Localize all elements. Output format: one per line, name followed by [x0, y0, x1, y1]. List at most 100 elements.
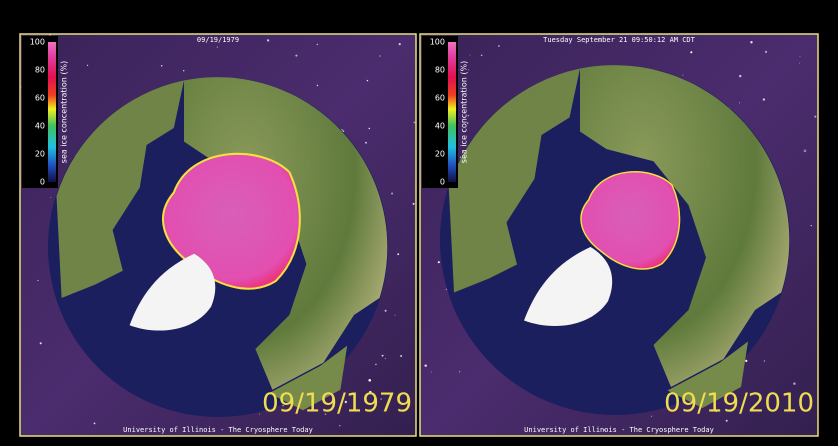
star	[266, 39, 270, 42]
land-europe	[269, 345, 348, 411]
footer-credit: University of Illinois - The Cryosphere …	[123, 426, 313, 434]
star	[384, 309, 387, 312]
star	[803, 149, 807, 153]
colorbar-label: sea ice concentration (%)	[460, 61, 469, 163]
star	[50, 196, 52, 199]
star	[366, 79, 369, 82]
star	[316, 43, 319, 46]
star	[413, 121, 416, 124]
star	[37, 279, 39, 282]
star	[380, 398, 382, 400]
star	[468, 69, 470, 71]
date-label: 09/19/2010	[664, 389, 814, 419]
star	[650, 415, 653, 417]
colorbar-tick-label: 0	[440, 178, 445, 187]
greenland	[524, 247, 613, 327]
panel-header: Tuesday September 21 09:50:12 AM CDT	[543, 36, 696, 44]
land-europe	[667, 341, 748, 408]
star	[412, 202, 415, 205]
star	[469, 54, 471, 56]
star	[368, 127, 371, 130]
date-label: 09/19/1979	[262, 389, 412, 419]
star	[259, 413, 261, 415]
colorbar-label: sea ice concentration (%)	[60, 61, 69, 163]
star	[750, 41, 753, 44]
star	[368, 378, 372, 382]
star	[793, 382, 796, 385]
star	[480, 54, 483, 57]
star	[437, 261, 440, 264]
colorbar-tick-label: 20	[435, 150, 445, 159]
sea-ice	[580, 171, 681, 270]
colorbar-tick-label: 100	[30, 38, 45, 47]
star	[739, 74, 742, 78]
star	[397, 253, 400, 256]
star	[725, 419, 728, 422]
star	[764, 50, 768, 53]
star	[458, 371, 461, 373]
star	[445, 288, 448, 291]
colorbar-tick-label: 80	[35, 66, 45, 75]
footer-credit: University of Illinois - The Cryosphere …	[524, 426, 714, 434]
sea-ice	[162, 152, 301, 290]
land-eurasia	[580, 65, 790, 387]
land-north-america	[56, 80, 184, 298]
star	[814, 115, 817, 118]
star	[295, 54, 298, 57]
star	[799, 62, 801, 64]
star	[690, 51, 693, 54]
star	[424, 364, 427, 367]
star	[379, 55, 381, 57]
star	[86, 64, 89, 67]
colorbar-tick-label: 0	[40, 178, 45, 187]
star	[316, 84, 319, 87]
star	[762, 98, 766, 101]
colorbar-tick-label: 60	[35, 94, 45, 103]
star	[763, 360, 766, 362]
land-north-america	[448, 68, 580, 293]
star	[391, 192, 394, 195]
star	[183, 70, 185, 72]
star	[739, 102, 740, 104]
colorbar-tick-label: 100	[430, 38, 445, 47]
star	[344, 400, 348, 404]
star	[466, 122, 469, 124]
star	[603, 429, 606, 431]
star	[810, 224, 812, 227]
colorbar-tick-label: 20	[35, 150, 45, 159]
star	[430, 371, 432, 373]
panel-border	[19, 33, 417, 437]
star	[282, 404, 284, 407]
panel-image: 0 20 40 60 80 100 sea ice concentration (%)	[20, 34, 416, 436]
star	[339, 425, 341, 427]
globe	[47, 76, 388, 417]
colorbar: 0 20 40 60 80 100 sea ice concentration (%)	[422, 36, 469, 188]
star	[93, 422, 96, 425]
star	[216, 46, 218, 48]
star	[369, 390, 372, 394]
star	[160, 65, 163, 67]
colorbar: 0 20 40 60 80 100 sea ice concentration (%)	[22, 36, 69, 188]
star	[384, 358, 386, 360]
globe	[440, 65, 790, 415]
star	[342, 130, 345, 133]
colorbar-gradient	[48, 42, 56, 182]
star	[682, 74, 684, 76]
star	[375, 363, 377, 366]
star	[364, 141, 368, 144]
panel-image: 0 20 40 60 80 100 sea ice concentration (%)	[420, 34, 818, 436]
star	[381, 354, 384, 357]
star	[394, 314, 396, 316]
greenland	[129, 253, 216, 331]
colorbar-tick-label: 80	[435, 66, 445, 75]
colorbar-tick-label: 40	[435, 122, 445, 131]
panel: 0 20 40 60 80 100 sea ice concentration (%) 09/…	[19, 33, 417, 437]
star	[715, 410, 718, 413]
star	[799, 56, 801, 58]
colorbar-tick-label: 40	[35, 122, 45, 131]
star	[324, 413, 327, 416]
star	[498, 45, 500, 47]
star	[39, 342, 42, 345]
star	[467, 114, 470, 117]
